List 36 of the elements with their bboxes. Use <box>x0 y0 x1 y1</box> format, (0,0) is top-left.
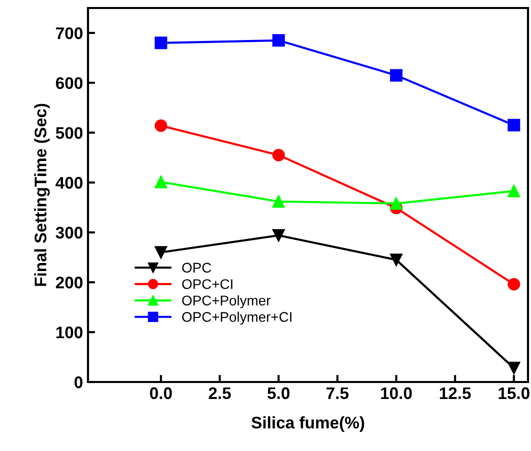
x-tick-label: 10.0 <box>381 387 412 400</box>
legend-label: OPC <box>182 262 212 273</box>
y-tick-label: 500 <box>56 127 82 139</box>
point <box>390 197 402 210</box>
x-tick-label: 7.5 <box>326 387 349 400</box>
point <box>508 184 520 198</box>
point <box>154 119 168 132</box>
point <box>154 176 168 188</box>
point <box>154 246 168 259</box>
point <box>272 34 285 47</box>
point <box>390 254 402 266</box>
x-axis-title: Silica fume(%) <box>252 416 364 432</box>
y-tick-label: 300 <box>56 226 82 239</box>
point <box>390 69 402 82</box>
legend-label: OPC+CI <box>182 279 232 290</box>
x-tick-label: 12.5 <box>440 387 471 400</box>
point <box>272 229 285 242</box>
point <box>272 195 285 208</box>
legend-label: OPC+Polymer <box>182 295 270 308</box>
point <box>508 362 520 374</box>
x-tick-label: 15.0 <box>498 387 530 400</box>
point <box>154 36 168 50</box>
y-tick-label: 400 <box>56 176 82 189</box>
y-tick-label: 200 <box>56 276 82 288</box>
y-axis-title: Final SettingTime (Sec) <box>34 104 50 286</box>
x-tick-label: 0.0 <box>150 387 172 400</box>
point <box>508 278 520 291</box>
x-tick-label: 5.0 <box>268 387 290 400</box>
x-tick-label: 2.5 <box>208 387 231 400</box>
point <box>272 148 285 162</box>
y-tick-label: 700 <box>56 27 82 40</box>
point <box>508 118 520 132</box>
legend-label: OPC+Polymer+CI <box>182 312 292 325</box>
y-tick-label: 0 <box>74 376 82 388</box>
y-tick-label: 100 <box>56 326 82 338</box>
y-tick-label: 600 <box>56 77 82 90</box>
